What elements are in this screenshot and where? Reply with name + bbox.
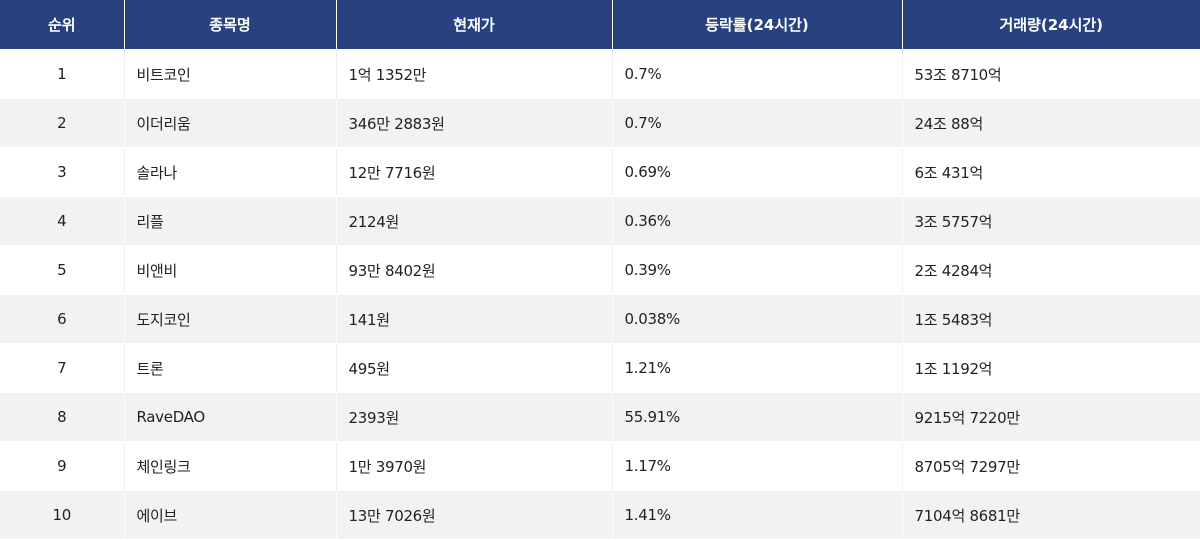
cell-rank: 2 bbox=[0, 98, 124, 148]
table-row: 2 이더리움 346만 2883원 0.7% 24조 88억 bbox=[0, 98, 1200, 148]
cell-price: 495원 bbox=[335, 343, 612, 393]
cell-rank: 7 bbox=[0, 343, 124, 393]
cell-price: 2393원 bbox=[335, 392, 612, 442]
table-row: 7 트론 495원 1.21% 1조 1192억 bbox=[0, 343, 1200, 393]
cell-price: 2124원 bbox=[335, 196, 612, 246]
cell-price: 1만 3970원 bbox=[335, 441, 612, 491]
table-body: 1 비트코인 1억 1352만 0.7% 53조 8710억 2 이더리움 34… bbox=[0, 49, 1200, 540]
header-volume: 거래량(24시간) bbox=[901, 0, 1200, 50]
cell-rank: 9 bbox=[0, 441, 124, 491]
cell-name: 리플 bbox=[123, 196, 336, 246]
cell-change: 1.17% bbox=[611, 441, 902, 491]
cell-price: 141원 bbox=[335, 294, 612, 344]
cell-name: 체인링크 bbox=[123, 441, 336, 491]
header-price: 현재가 bbox=[335, 0, 612, 50]
cell-change: 55.91% bbox=[611, 392, 902, 442]
cell-rank: 8 bbox=[0, 392, 124, 442]
cell-volume: 53조 8710억 bbox=[901, 49, 1200, 99]
cell-rank: 5 bbox=[0, 245, 124, 295]
cell-change: 0.038% bbox=[611, 294, 902, 344]
cell-volume: 3조 5757억 bbox=[901, 196, 1200, 246]
table-row: 6 도지코인 141원 0.038% 1조 5483억 bbox=[0, 294, 1200, 344]
table-row: 10 에이브 13만 7026원 1.41% 7104억 8681만 bbox=[0, 490, 1200, 540]
cell-name: 에이브 bbox=[123, 490, 336, 540]
cell-change: 0.39% bbox=[611, 245, 902, 295]
cell-volume: 6조 431억 bbox=[901, 147, 1200, 197]
cell-volume: 1조 1192억 bbox=[901, 343, 1200, 393]
table-row: 8 RaveDAO 2393원 55.91% 9215억 7220만 bbox=[0, 392, 1200, 442]
cell-volume: 1조 5483억 bbox=[901, 294, 1200, 344]
cell-name: 비트코인 bbox=[123, 49, 336, 99]
cell-name: 비앤비 bbox=[123, 245, 336, 295]
cell-change: 1.41% bbox=[611, 490, 902, 540]
cell-volume: 2조 4284억 bbox=[901, 245, 1200, 295]
cell-price: 93만 8402원 bbox=[335, 245, 612, 295]
cell-rank: 3 bbox=[0, 147, 124, 197]
cell-change: 0.7% bbox=[611, 49, 902, 99]
cell-change: 0.69% bbox=[611, 147, 902, 197]
header-change: 등락률(24시간) bbox=[611, 0, 902, 50]
cell-rank: 10 bbox=[0, 490, 124, 540]
cell-rank: 6 bbox=[0, 294, 124, 344]
table-row: 1 비트코인 1억 1352만 0.7% 53조 8710억 bbox=[0, 49, 1200, 99]
header-rank: 순위 bbox=[0, 0, 124, 50]
cell-price: 346만 2883원 bbox=[335, 98, 612, 148]
cell-volume: 24조 88억 bbox=[901, 98, 1200, 148]
cell-price: 12만 7716원 bbox=[335, 147, 612, 197]
table-row: 9 체인링크 1만 3970원 1.17% 8705억 7297만 bbox=[0, 441, 1200, 491]
cell-name: 트론 bbox=[123, 343, 336, 393]
table-row: 4 리플 2124원 0.36% 3조 5757억 bbox=[0, 196, 1200, 246]
cell-rank: 4 bbox=[0, 196, 124, 246]
header-name: 종목명 bbox=[123, 0, 336, 50]
cell-volume: 9215억 7220만 bbox=[901, 392, 1200, 442]
cell-change: 0.36% bbox=[611, 196, 902, 246]
cell-rank: 1 bbox=[0, 49, 124, 99]
cell-price: 1억 1352만 bbox=[335, 49, 612, 99]
cell-change: 1.21% bbox=[611, 343, 902, 393]
table-header: 순위 종목명 현재가 등락률(24시간) 거래량(24시간) bbox=[0, 0, 1200, 50]
cell-change: 0.7% bbox=[611, 98, 902, 148]
cell-name: RaveDAO bbox=[123, 392, 336, 442]
cell-volume: 7104억 8681만 bbox=[901, 490, 1200, 540]
table-row: 5 비앤비 93만 8402원 0.39% 2조 4284억 bbox=[0, 245, 1200, 295]
cell-name: 솔라나 bbox=[123, 147, 336, 197]
cell-volume: 8705억 7297만 bbox=[901, 441, 1200, 491]
table-row: 3 솔라나 12만 7716원 0.69% 6조 431억 bbox=[0, 147, 1200, 197]
header-row: 순위 종목명 현재가 등락률(24시간) 거래량(24시간) bbox=[0, 0, 1200, 50]
cell-price: 13만 7026원 bbox=[335, 490, 612, 540]
cell-name: 도지코인 bbox=[123, 294, 336, 344]
cell-name: 이더리움 bbox=[123, 98, 336, 148]
